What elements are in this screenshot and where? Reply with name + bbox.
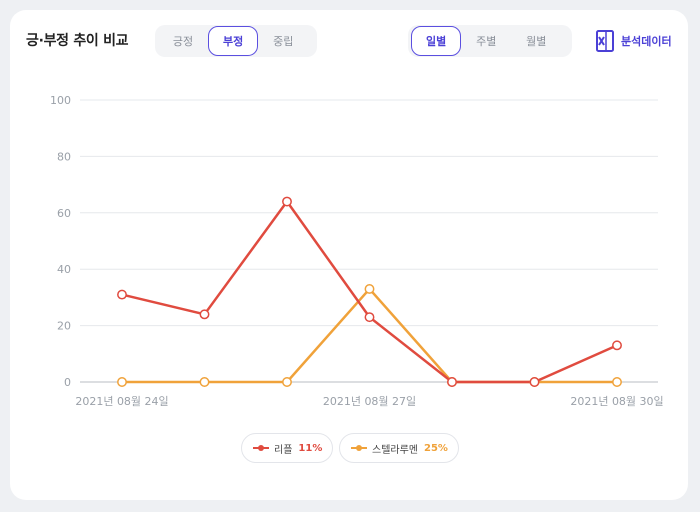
series-line-2 <box>122 287 617 384</box>
trend-card: 긍·부정 추이 비교 긍정 부정 중립 일별 주별 월별 분석데이터 리플 11… <box>10 10 688 500</box>
data-point <box>364 312 375 323</box>
legend-name: 스텔라루멘 <box>372 444 418 456</box>
excel-icon <box>595 30 615 52</box>
y-tick-label: 20 <box>57 320 71 333</box>
data-point <box>447 377 457 387</box>
data-point <box>199 309 210 320</box>
export-label: 분석데이터 <box>621 35 672 48</box>
y-tick-label: 80 <box>57 150 71 163</box>
card-title: 긍·부정 추이 비교 <box>26 33 129 49</box>
legend-item-ripple[interactable]: 리플 11% <box>241 433 334 463</box>
data-point <box>282 196 292 207</box>
data-point <box>199 377 210 387</box>
data-point <box>364 283 375 294</box>
y-tick-label: 100 <box>50 94 71 107</box>
tab-monthly[interactable]: 월별 <box>526 35 547 48</box>
x-tick-label: 2021년 08월 30일 <box>570 394 663 408</box>
data-point <box>612 377 622 387</box>
data-point <box>117 289 127 300</box>
legend-item-stellar[interactable]: 스텔라루멘 25% <box>339 433 459 463</box>
data-point <box>282 377 292 387</box>
sentiment-toggle: 긍정 부정 중립 <box>155 25 317 57</box>
y-tick-label: 40 <box>57 263 71 276</box>
tab-weekly[interactable]: 주별 <box>476 35 497 48</box>
data-point <box>529 377 540 387</box>
y-tick-label: 60 <box>57 207 71 220</box>
legend-name: 리플 <box>274 444 293 456</box>
tab-daily[interactable]: 일별 <box>411 26 462 56</box>
data-point <box>612 340 622 351</box>
y-tick-label: 0 <box>64 376 71 389</box>
tab-negative[interactable]: 부정 <box>208 26 259 56</box>
tab-positive[interactable]: 긍정 <box>172 35 194 48</box>
period-toggle: 일별 주별 월별 <box>408 25 572 57</box>
legend-pct: 11% <box>298 442 323 454</box>
legend-marker-icon <box>351 445 367 451</box>
data-point <box>117 377 127 387</box>
tab-neutral[interactable]: 중립 <box>273 35 294 48</box>
export-data-button[interactable]: 분석데이터 <box>595 30 672 52</box>
legend-pct: 25% <box>424 442 448 454</box>
legend-marker-icon <box>253 445 269 451</box>
x-tick-label: 2021년 08월 27일 <box>323 394 416 408</box>
x-tick-label: 2021년 08월 24일 <box>75 394 168 408</box>
